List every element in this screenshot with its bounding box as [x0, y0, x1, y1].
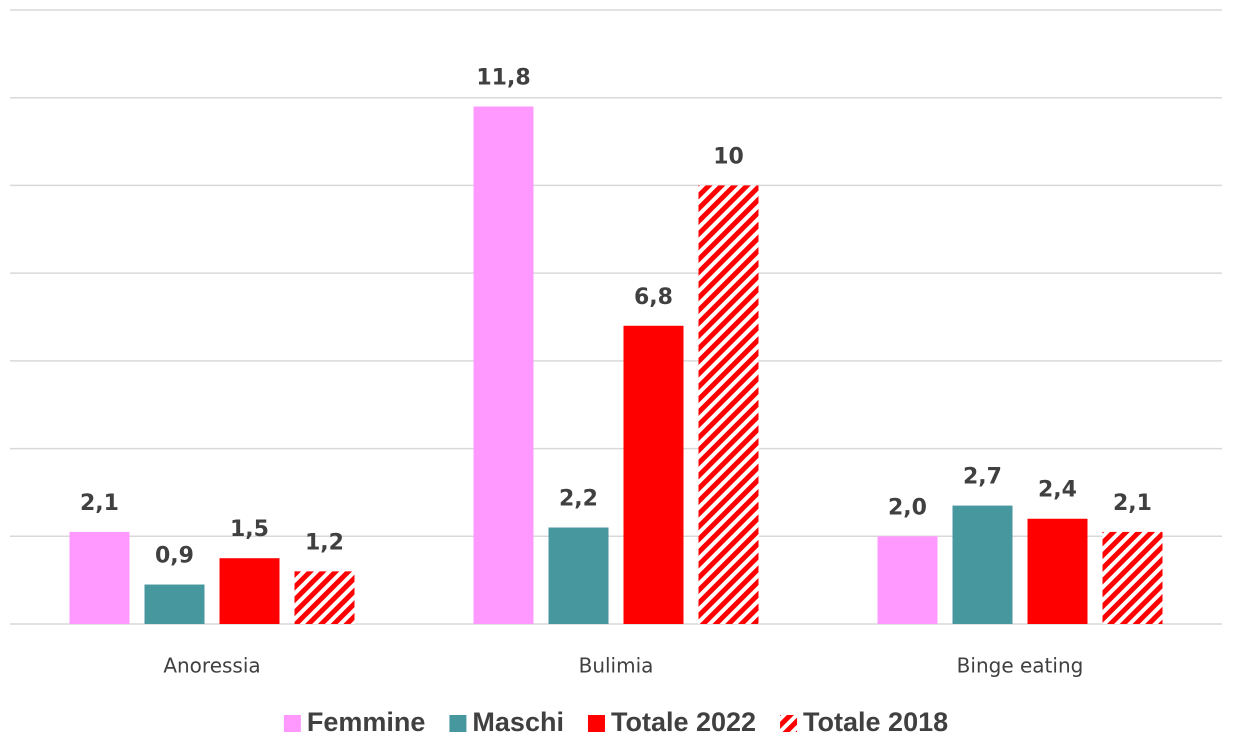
legend-swatch — [780, 715, 798, 732]
data-label: 2,7 — [963, 465, 1002, 490]
legend-label: Maschi — [472, 707, 564, 737]
data-label: 1,2 — [305, 530, 344, 555]
bar — [877, 536, 938, 624]
data-label: 1,5 — [230, 517, 269, 542]
x-tick-label: Binge eating — [957, 654, 1084, 678]
legend-swatch — [283, 715, 301, 732]
legend-swatch — [587, 715, 605, 732]
bar — [473, 106, 534, 624]
bar — [698, 185, 759, 624]
bar — [548, 527, 609, 624]
x-tick-label: Anoressia — [163, 654, 260, 678]
data-label: 2,4 — [1038, 478, 1077, 503]
legend-swatch — [449, 715, 467, 732]
bar — [294, 571, 355, 624]
data-label: 2,2 — [559, 487, 598, 512]
bar — [69, 531, 130, 624]
data-label: 11,8 — [476, 65, 530, 90]
bar — [144, 584, 205, 624]
data-label: 2,1 — [1113, 491, 1152, 516]
data-label: 6,8 — [634, 285, 673, 310]
bar — [1027, 518, 1088, 624]
legend-label: Femmine — [307, 707, 426, 737]
data-label: 0,9 — [155, 544, 194, 569]
legend-label: Totale 2018 — [803, 707, 948, 737]
data-label: 10 — [713, 144, 744, 169]
bar — [623, 325, 684, 624]
legend-label: Totale 2022 — [611, 707, 756, 737]
data-label: 2,1 — [80, 491, 119, 516]
bar — [952, 505, 1013, 624]
bar — [1102, 531, 1163, 624]
data-label: 2,0 — [888, 495, 927, 520]
bar — [219, 558, 280, 624]
x-tick-label: Bulimia — [579, 654, 654, 678]
